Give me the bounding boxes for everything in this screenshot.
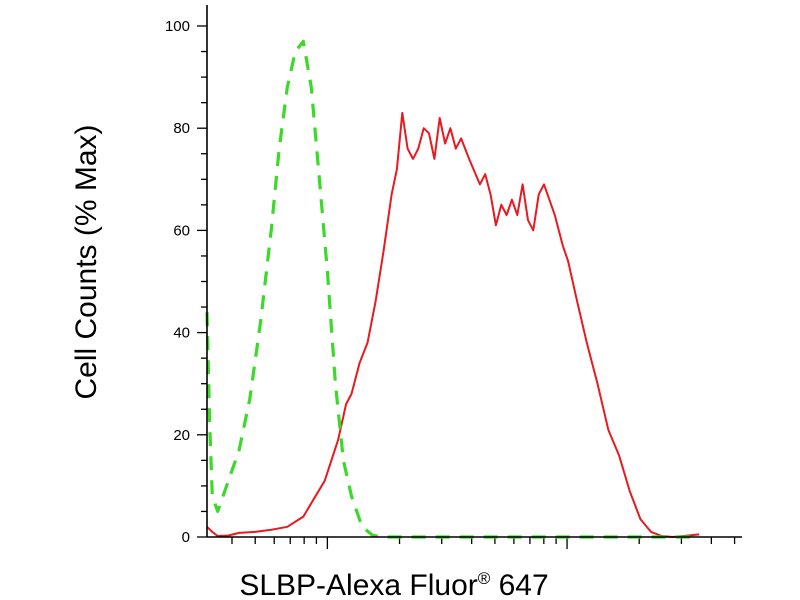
x-axis-title: SLBP-Alexa Fluor® 647 (239, 569, 548, 600)
y-tick-label: 40 (173, 325, 190, 342)
y-tick-label: 100 (165, 18, 190, 35)
y-tick-label: 0 (182, 529, 190, 546)
control-histogram-line (205, 39, 700, 539)
x-axis-title-registered-mark: ® (478, 569, 491, 588)
y-tick-label: 20 (173, 427, 190, 444)
y-axis-ticks: 0 20 40 60 80 100 (165, 18, 207, 546)
x-axis-title-tail: 647 (490, 569, 548, 600)
x-axis-title-main: SLBP-Alexa Fluor (239, 569, 477, 600)
series-layer (205, 39, 700, 539)
y-tick-label: 60 (173, 222, 190, 239)
y-tick-label: 80 (173, 120, 190, 137)
x-axis-ticks (231, 537, 736, 549)
slbp-histogram-line (206, 111, 700, 538)
y-axis-title: Cell Counts (% Max) (70, 124, 103, 399)
